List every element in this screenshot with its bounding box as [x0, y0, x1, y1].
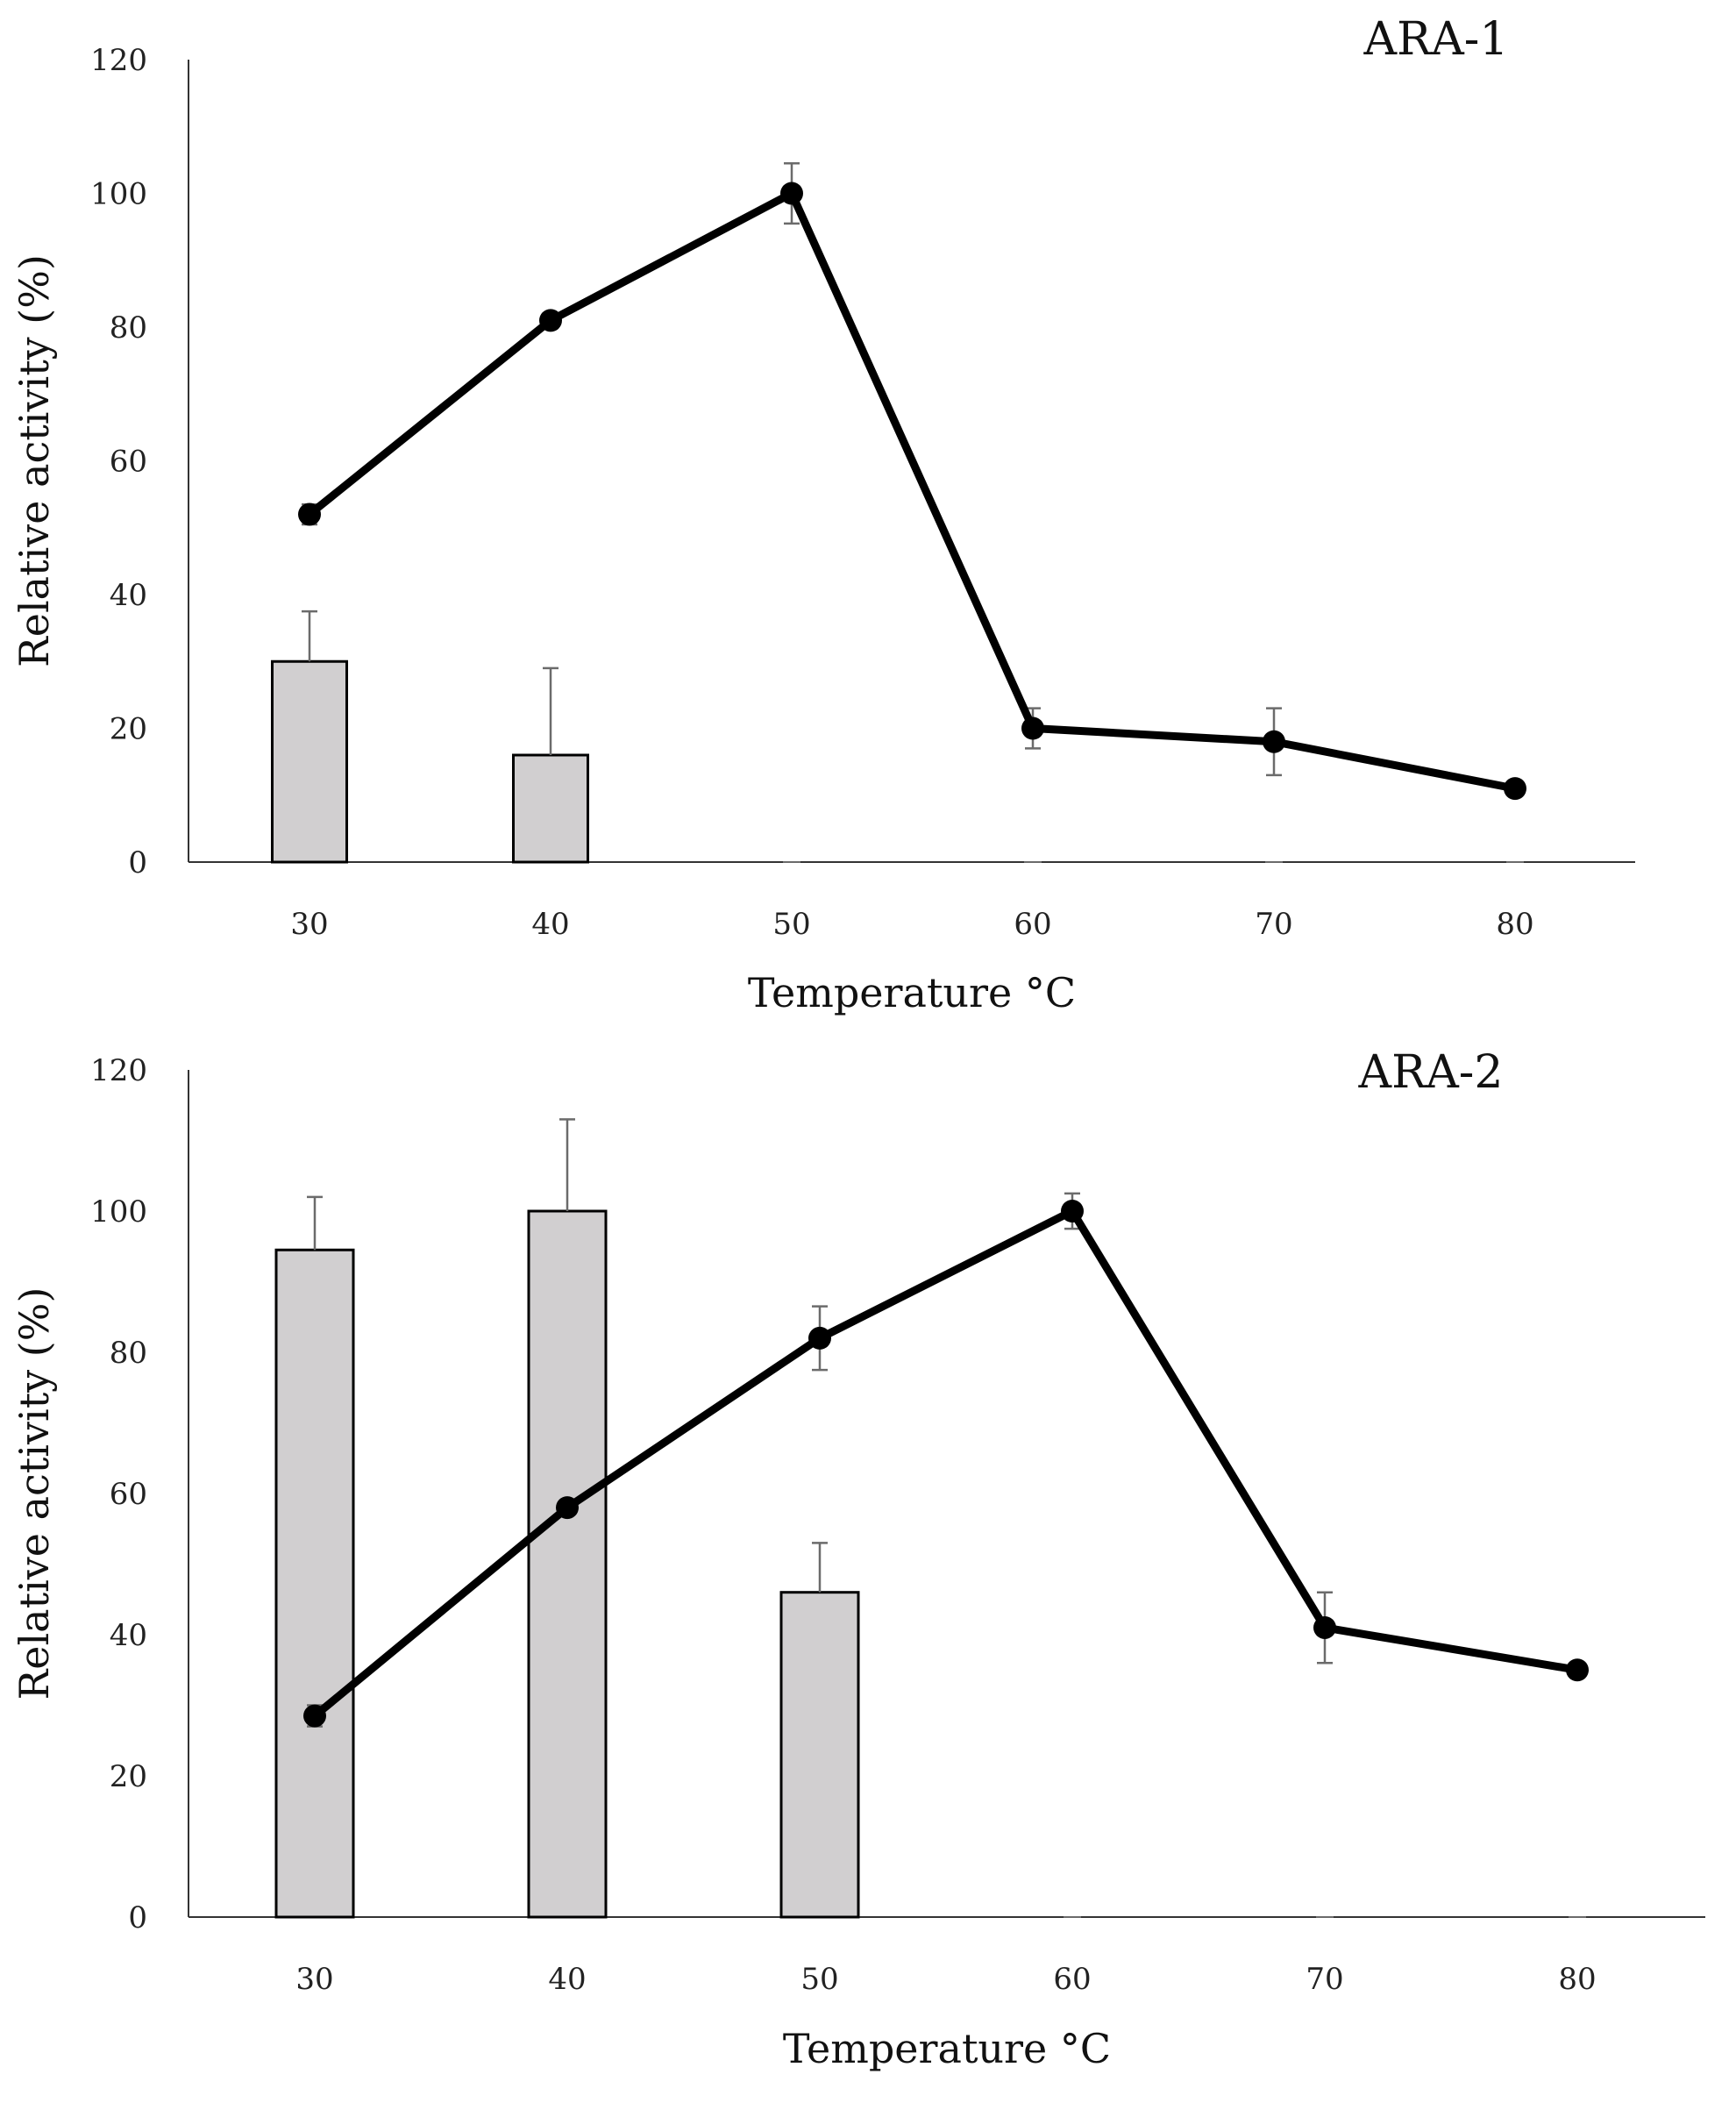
y-tick-label: 0	[128, 1900, 147, 1935]
x-tick-label: 60	[1014, 907, 1051, 942]
y-tick-label: 100	[90, 177, 147, 212]
chart-title: ARA-1	[1363, 13, 1509, 66]
activity-line	[305, 189, 1519, 793]
y-tick-label: 80	[110, 310, 147, 346]
x-tick-label: 30	[290, 907, 328, 942]
line-point-60	[1021, 716, 1044, 740]
x-tick-label: 40	[548, 1962, 586, 1997]
y-tick-label: 20	[110, 712, 147, 747]
line-point-30	[303, 1704, 326, 1728]
bar-40	[527, 1209, 608, 1919]
y-tick-label: 60	[110, 445, 147, 480]
x-tick-label: 70	[1306, 1962, 1343, 1997]
y-tick-label: 40	[110, 1618, 147, 1653]
line-point-80	[1504, 777, 1526, 801]
bar-30	[274, 1248, 355, 1919]
x-tick-label: 60	[1053, 1962, 1091, 1997]
activity-line	[310, 1207, 1582, 1721]
x-tick-label: 40	[531, 907, 569, 942]
y-tick-label: 100	[90, 1194, 147, 1230]
line-point-80	[1566, 1658, 1589, 1682]
bar-30	[271, 659, 348, 864]
y-tick-label: 120	[90, 1053, 147, 1088]
bar-40	[512, 753, 589, 864]
line-point-50	[808, 1326, 831, 1350]
x-tick-label: 70	[1255, 907, 1292, 942]
line-point-30	[298, 503, 321, 526]
line-point-40	[539, 309, 562, 332]
y-tick-label: 80	[110, 1336, 147, 1371]
x-tick-label: 80	[1558, 1962, 1596, 1997]
line-point-70	[1263, 730, 1285, 753]
x-axis-title: Temperature °C	[748, 969, 1076, 1016]
y-tick-label: 20	[110, 1759, 147, 1794]
line-point-70	[1313, 1615, 1336, 1639]
line-point-60	[1061, 1200, 1084, 1223]
x-tick-label: 50	[772, 907, 810, 942]
bar-50	[779, 1591, 860, 1919]
x-tick-label: 50	[800, 1962, 838, 1997]
y-tick-label: 40	[110, 578, 147, 613]
y-axis-title: Relative activity (%)	[11, 1287, 58, 1700]
chart-title: ARA-2	[1358, 1046, 1504, 1099]
line-point-50	[780, 182, 803, 205]
chart-panel-ara-1: 0 20 40 60 80 100 120 30 40 50 60 70 80 Temperature °…	[11, 13, 1635, 1016]
y-axis-title: Relative activity (%)	[11, 254, 58, 667]
x-axis-title: Temperature °C	[783, 2025, 1111, 2072]
y-tick-label: 120	[90, 43, 147, 78]
x-tick-label: 80	[1496, 907, 1533, 942]
line-point-40	[556, 1496, 579, 1520]
x-tick-label: 30	[295, 1962, 333, 1997]
chart-panel-ara-2: 0 20 40 60 80 100 120 30 40 50 60 70 80 Temperature °…	[11, 1046, 1705, 2072]
y-tick-label: 60	[110, 1477, 147, 1512]
y-tick-label: 0	[128, 845, 147, 880]
